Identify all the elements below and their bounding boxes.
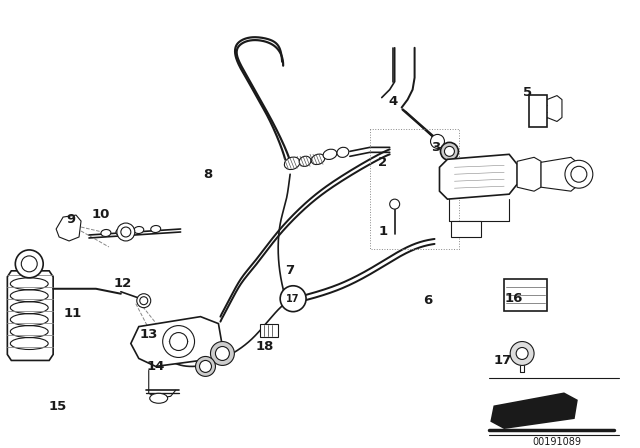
Circle shape [571,166,587,182]
Text: 14: 14 [147,360,165,373]
Text: 5: 5 [522,86,532,99]
Text: 17: 17 [493,354,511,367]
Ellipse shape [311,154,324,164]
Text: 2: 2 [378,156,387,169]
Circle shape [440,142,458,160]
Polygon shape [440,154,517,199]
Circle shape [200,361,211,372]
Text: 7: 7 [285,264,294,277]
Text: 12: 12 [114,277,132,290]
Circle shape [565,160,593,188]
Polygon shape [451,221,481,237]
Polygon shape [7,271,53,361]
Ellipse shape [116,228,126,236]
Text: 3: 3 [431,141,440,154]
Polygon shape [131,317,223,366]
Ellipse shape [151,225,161,233]
Circle shape [137,294,151,308]
Polygon shape [541,157,577,191]
Circle shape [216,346,229,361]
Text: 15: 15 [49,400,67,413]
Ellipse shape [134,227,144,233]
Ellipse shape [323,149,337,159]
Circle shape [140,297,148,305]
Polygon shape [260,323,278,336]
Text: 13: 13 [140,328,158,341]
Text: 8: 8 [203,168,212,181]
Ellipse shape [299,156,311,166]
Circle shape [196,357,216,376]
Circle shape [117,223,135,241]
Text: 10: 10 [92,207,110,220]
Text: 16: 16 [505,292,524,305]
Polygon shape [529,95,547,127]
Circle shape [390,199,399,209]
Polygon shape [517,157,541,191]
Text: 00191089: 00191089 [532,437,582,447]
Text: 6: 6 [423,294,432,307]
Circle shape [510,341,534,366]
Ellipse shape [337,147,349,157]
Circle shape [121,227,131,237]
Ellipse shape [284,157,300,169]
Text: 11: 11 [64,307,82,320]
Circle shape [170,332,188,350]
Circle shape [444,146,454,156]
Text: 17: 17 [286,294,300,304]
Circle shape [516,348,528,359]
Ellipse shape [150,393,168,403]
Circle shape [15,250,43,278]
Circle shape [21,256,37,272]
Text: 9: 9 [67,212,76,225]
Polygon shape [504,279,547,310]
Ellipse shape [101,229,111,237]
Polygon shape [56,215,81,241]
Text: 18: 18 [256,340,275,353]
Text: 4: 4 [388,95,397,108]
Text: 1: 1 [378,224,387,237]
Polygon shape [492,393,577,428]
Circle shape [163,326,195,358]
Circle shape [431,134,444,148]
Circle shape [280,286,306,312]
Circle shape [211,341,234,366]
